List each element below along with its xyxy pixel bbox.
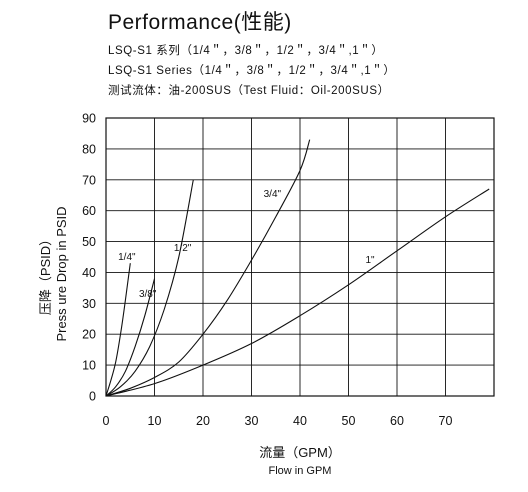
curve-labels: 1/4" 3/8" 1/2" 3/4" 1": [118, 189, 375, 300]
y-tick-label: 50: [82, 235, 96, 249]
curve-series-0: [105, 263, 131, 397]
y-tick-label: 20: [82, 328, 96, 342]
y-tick-label: 10: [82, 359, 96, 373]
grid: [105, 117, 494, 397]
curve-series-4: [105, 188, 490, 397]
x-axis-subtitle: Flow in GPM: [269, 465, 332, 477]
tick-labels: 0 10 20 30 40 50 60 70 0 10 20 30 40 50 60 70 80 90: [82, 112, 452, 429]
x-tick-label: 60: [390, 414, 404, 428]
curve-series-3: [105, 139, 311, 397]
x-axis-title: 流量（GPM）: [259, 445, 341, 460]
y-tick-label: 40: [82, 266, 96, 280]
curve-series-2: [105, 179, 194, 397]
curve-label-series-1: 3/8": [139, 289, 157, 300]
curve-label-series-4: 1": [365, 255, 375, 266]
test-fluid-line: 测试流体：油-200SUS（Test Fluid：Oil-200SUS）: [108, 85, 390, 97]
x-tick-label: 70: [439, 414, 453, 428]
plot-frame: [105, 117, 495, 397]
y-tick-label: 0: [89, 390, 96, 404]
y-tick-label: 60: [82, 204, 96, 218]
curves: [105, 139, 490, 397]
x-tick-label: 50: [342, 414, 356, 428]
x-tick-label: 30: [245, 414, 259, 428]
y-tick-label: 30: [82, 297, 96, 311]
y-axis-title: 压降（PSID）: [38, 233, 53, 315]
chart-title: Performance(性能): [108, 11, 292, 34]
x-tick-label: 20: [196, 414, 210, 428]
curve-label-series-0: 1/4": [118, 252, 136, 263]
x-tick-label: 0: [103, 414, 110, 428]
curve-label-series-2: 1/2": [174, 243, 192, 254]
y-tick-label: 70: [82, 173, 96, 187]
curve-series-1: [105, 278, 156, 397]
y-tick-label: 80: [82, 142, 96, 156]
y-tick-label: 90: [82, 112, 96, 126]
series-line-english: LSQ-S1 Series（1/4＂，3/8＂，1/2＂，3/4＂,1＂）: [108, 65, 396, 77]
series-line-chinese: LSQ-S1 系列（1/4＂，3/8＂，1/2＂，3/4＂,1＂）: [108, 45, 384, 57]
x-tick-label: 10: [148, 414, 162, 428]
x-tick-label: 40: [293, 414, 307, 428]
y-axis-subtitle: Press ure Drop in PSID: [54, 206, 69, 341]
curve-label-series-3: 3/4": [264, 189, 282, 200]
